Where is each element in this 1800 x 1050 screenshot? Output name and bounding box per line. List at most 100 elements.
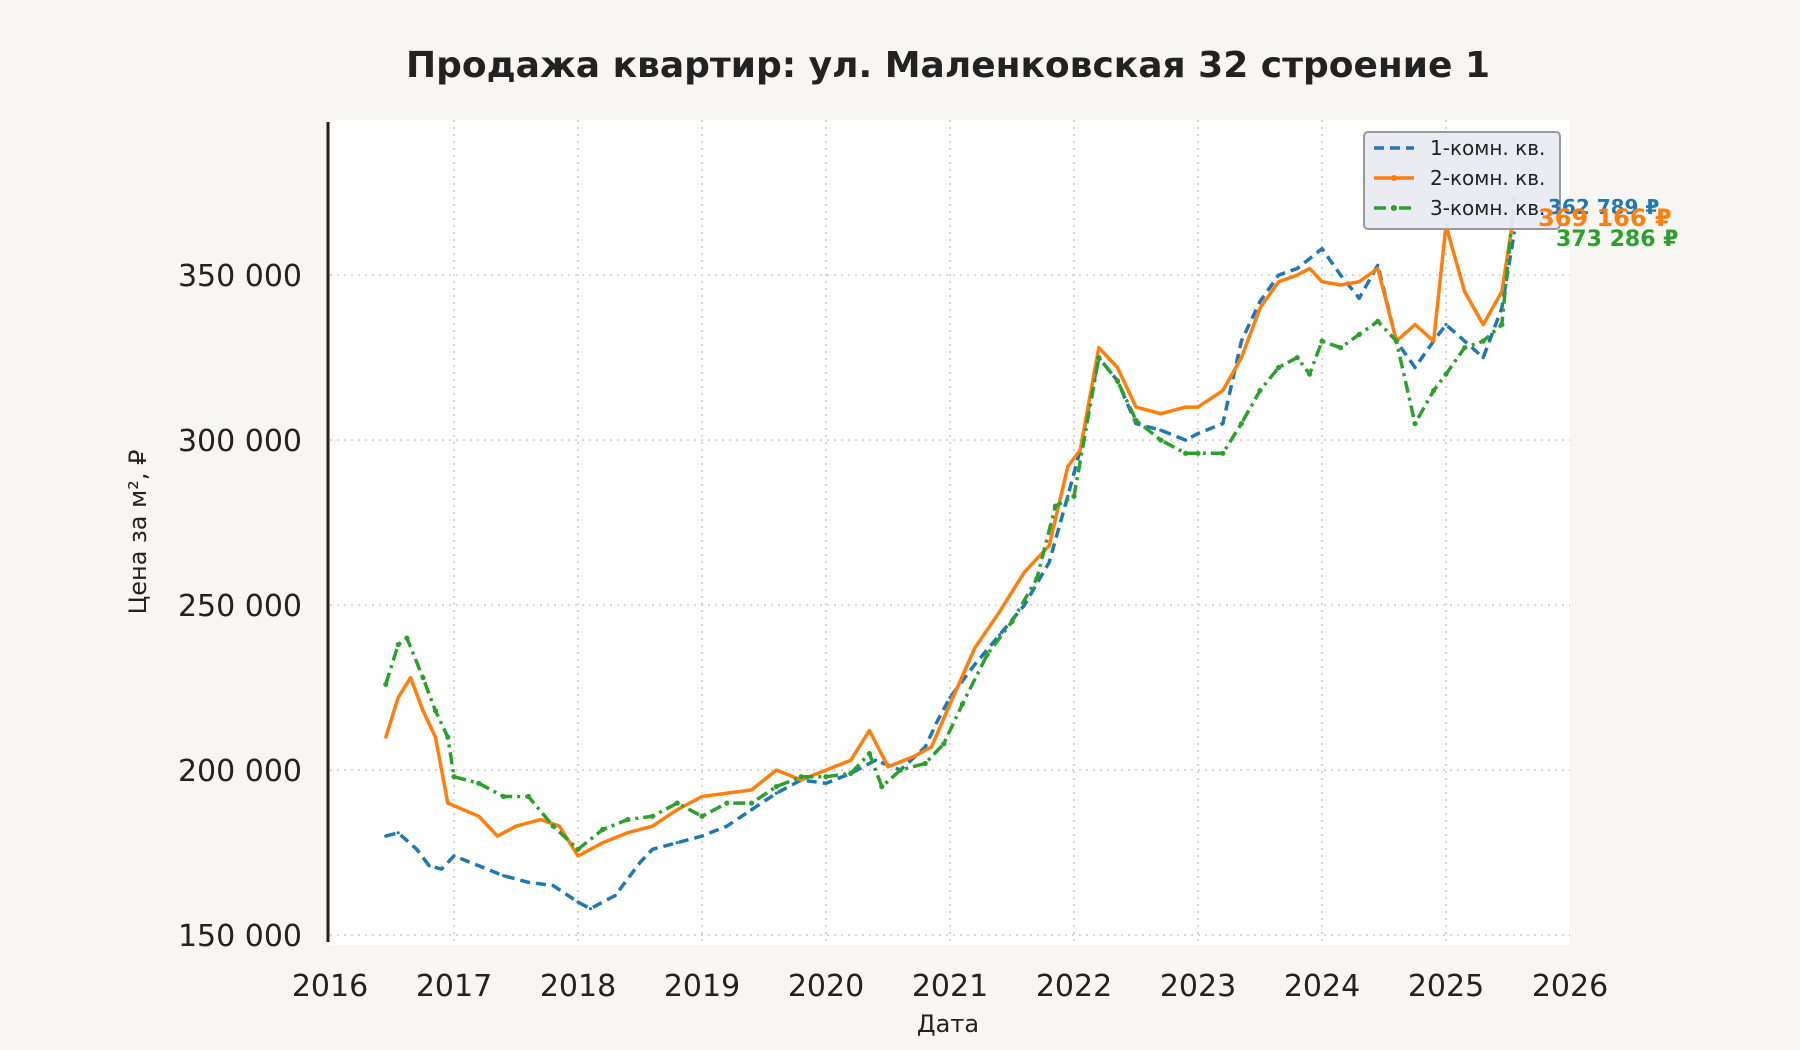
- data-point: [1277, 280, 1281, 284]
- data-point: [476, 780, 482, 786]
- data-point: [650, 824, 655, 828]
- data-point: [1463, 290, 1467, 294]
- data-point: [700, 834, 704, 838]
- data-point: [396, 695, 400, 700]
- data-point: [998, 633, 1002, 637]
- data-point: [1097, 346, 1101, 350]
- data-point: [477, 814, 481, 818]
- x-tick-label: 2022: [1036, 969, 1112, 1004]
- data-point: [941, 741, 947, 747]
- data-point: [1258, 299, 1262, 304]
- data-point: [799, 778, 803, 782]
- data-point: [1481, 323, 1485, 327]
- data-point: [1320, 247, 1324, 251]
- data-point: [1481, 356, 1485, 360]
- data-point: [1159, 412, 1163, 416]
- data-point: [1444, 323, 1448, 327]
- legend-entry: 2-комн. кв.: [1430, 166, 1545, 190]
- data-point: [1184, 405, 1188, 409]
- data-point: [1512, 231, 1516, 235]
- data-point: [588, 907, 593, 911]
- data-point: [773, 784, 780, 790]
- data-point: [1393, 338, 1399, 344]
- data-point: [1432, 339, 1436, 343]
- series-lines: [383, 195, 1517, 911]
- data-point: [525, 793, 532, 800]
- data-point: [1462, 345, 1468, 351]
- data-point: [1295, 266, 1299, 271]
- x-tick-label: 2025: [1408, 969, 1484, 1004]
- data-point: [886, 765, 890, 769]
- data-point: [1257, 388, 1263, 394]
- chart-title: Продажа квартир: ул. Маленковская 32 стр…: [406, 45, 1490, 86]
- data-point: [749, 800, 755, 806]
- data-point: [649, 813, 656, 819]
- data-point: [897, 767, 904, 773]
- data-point: [874, 758, 878, 762]
- data-point: [1356, 331, 1362, 338]
- data-point: [1308, 266, 1312, 271]
- data-point: [750, 808, 754, 812]
- data-point: [384, 834, 388, 838]
- data-point: [433, 735, 437, 739]
- y-tick-label: 200 000: [178, 754, 302, 789]
- data-point: [725, 824, 729, 828]
- data-point: [626, 831, 630, 835]
- data-point: [451, 774, 457, 780]
- data-point: [936, 719, 940, 723]
- data-point: [650, 847, 655, 851]
- data-point: [1158, 437, 1164, 443]
- data-point: [774, 791, 779, 795]
- data-point: [1307, 371, 1313, 377]
- data-point: [576, 854, 580, 858]
- data-point: [1221, 422, 1225, 426]
- data-point: [427, 864, 431, 868]
- data-point: [1413, 323, 1417, 327]
- data-point: [1066, 464, 1070, 469]
- data-point: [421, 709, 425, 713]
- data-point: [1357, 296, 1361, 300]
- data-point: [452, 854, 456, 858]
- data-point: [674, 800, 680, 806]
- data-point: [384, 735, 388, 739]
- data-point: [1308, 257, 1312, 261]
- legend: 1-комн. кв. 2-комн. кв. 3-комн. кв.: [1363, 131, 1561, 230]
- data-point: [557, 824, 562, 828]
- x-tick-label: 2024: [1284, 969, 1360, 1004]
- series-line-3: [384, 198, 1516, 852]
- data-point: [675, 841, 679, 845]
- x-tick-label: 2026: [1532, 969, 1608, 1004]
- y-tick-label: 150 000: [178, 919, 302, 954]
- data-point: [1499, 322, 1505, 328]
- data-point: [1052, 503, 1058, 509]
- data-point: [1463, 339, 1467, 343]
- data-point: [396, 831, 400, 835]
- x-tick-label: 2023: [1160, 969, 1236, 1004]
- data-point: [550, 823, 556, 829]
- data-point: [798, 774, 804, 780]
- data-point: [1221, 389, 1225, 393]
- data-point: [911, 755, 915, 759]
- data-point: [1047, 544, 1051, 548]
- data-point: [1376, 266, 1380, 271]
- data-point: [824, 781, 828, 785]
- data-point: [1258, 306, 1262, 310]
- data-point: [824, 768, 828, 772]
- data-point: [1294, 355, 1300, 361]
- legend-entry: 3-комн. кв.: [1430, 196, 1545, 220]
- data-point: [420, 675, 426, 681]
- data-point: [1357, 280, 1361, 284]
- data-point: [446, 801, 450, 805]
- data-point: [1443, 371, 1449, 377]
- data-point: [1239, 356, 1243, 360]
- data-point: [404, 635, 410, 641]
- data-point: [1114, 378, 1120, 384]
- end-value-label: 373 286 ₽: [1556, 227, 1678, 252]
- data-point: [1319, 338, 1325, 344]
- data-point: [539, 818, 543, 822]
- data-point: [415, 847, 419, 851]
- data-point: [1320, 280, 1324, 284]
- data-point: [1133, 417, 1139, 423]
- legend-marker: [1391, 175, 1397, 181]
